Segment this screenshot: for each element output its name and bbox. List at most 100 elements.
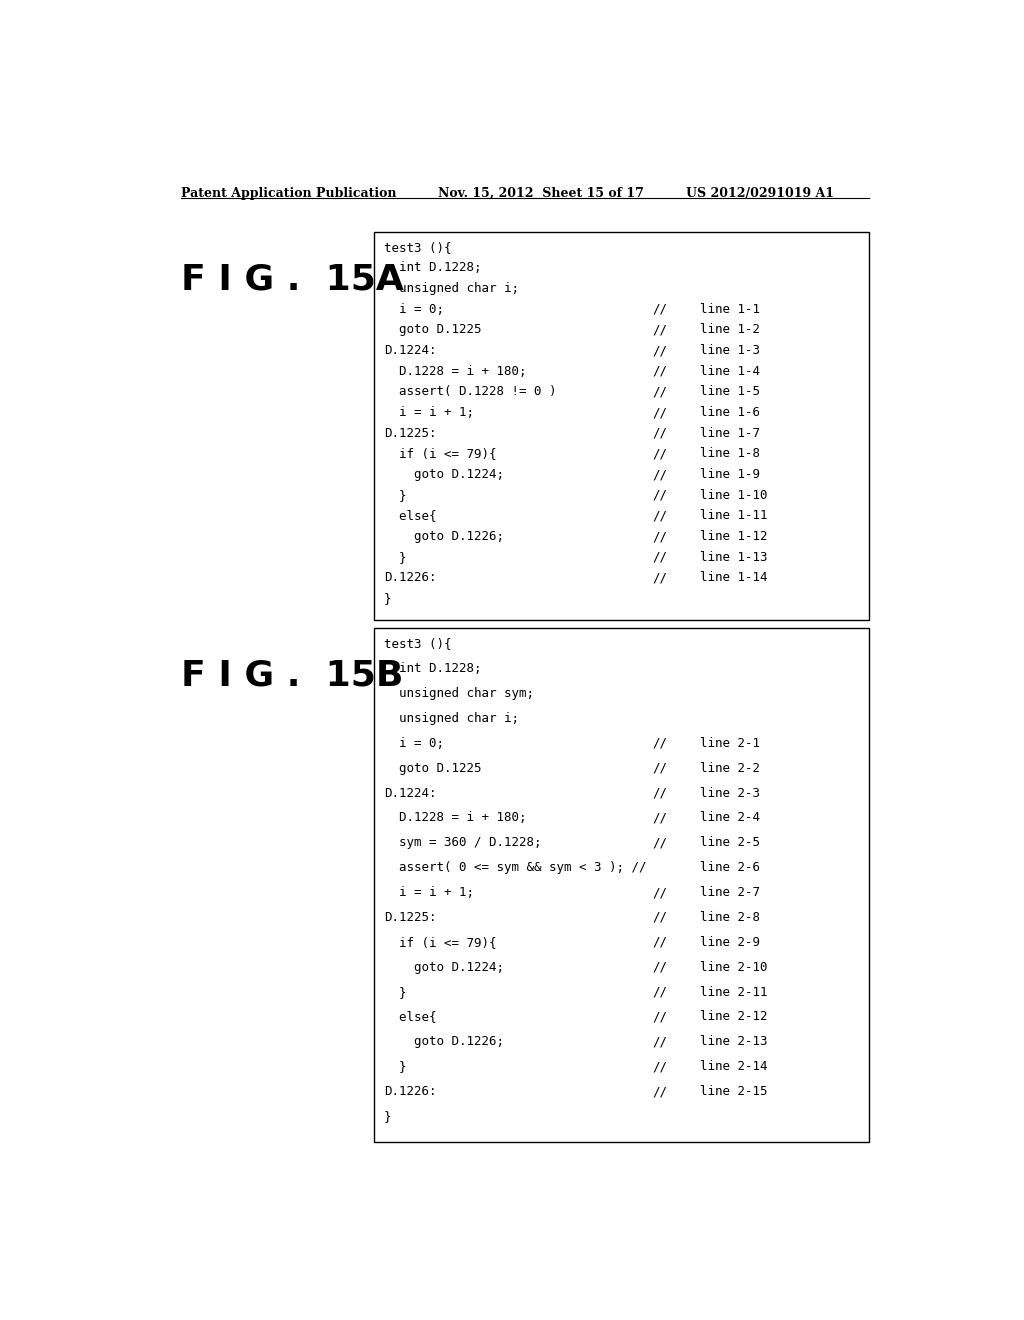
Text: }: } [384, 488, 407, 502]
Text: goto D.1225: goto D.1225 [384, 762, 481, 775]
Text: D.1225:: D.1225: [384, 911, 436, 924]
Text: line 2-4: line 2-4 [700, 812, 760, 825]
Text: //: // [652, 469, 667, 480]
Text: line 2-13: line 2-13 [700, 1035, 767, 1048]
Bar [375, 628, 869, 1143]
Text: //: // [652, 1085, 667, 1098]
Text: line 2-14: line 2-14 [700, 1060, 767, 1073]
Text: line 2-1: line 2-1 [700, 737, 760, 750]
Text: Nov. 15, 2012  Sheet 15 of 17: Nov. 15, 2012 Sheet 15 of 17 [438, 187, 644, 199]
Text: line 2-2: line 2-2 [700, 762, 760, 775]
Text: line 1-3: line 1-3 [700, 345, 760, 358]
Text: D.1224:: D.1224: [384, 787, 436, 800]
Text: D.1228 = i + 180;: D.1228 = i + 180; [384, 812, 526, 825]
Text: int D.1228;: int D.1228; [384, 261, 481, 275]
Text: goto D.1226;: goto D.1226; [384, 531, 504, 543]
Text: else{: else{ [384, 510, 436, 523]
Text: line 1-6: line 1-6 [700, 407, 760, 418]
Text: //: // [652, 1060, 667, 1073]
Text: line 2-11: line 2-11 [700, 986, 767, 998]
Text: //: // [652, 837, 667, 849]
Text: goto D.1225: goto D.1225 [384, 323, 481, 337]
Text: test3 (){: test3 (){ [384, 240, 452, 253]
Text: unsigned char i;: unsigned char i; [384, 282, 519, 296]
Text: D.1226:: D.1226: [384, 572, 436, 585]
Text: i = 0;: i = 0; [384, 302, 443, 315]
Bar [375, 231, 869, 620]
Text: sym = 360 / D.1228;: sym = 360 / D.1228; [384, 837, 542, 849]
Text: //: // [652, 510, 667, 523]
Text: F I G .  15B: F I G . 15B [180, 659, 403, 693]
Text: int D.1228;: int D.1228; [384, 663, 481, 676]
Text: if (i <= 79){: if (i <= 79){ [384, 936, 497, 949]
Text: D.1228 = i + 180;: D.1228 = i + 180; [384, 364, 526, 378]
Text: line 1-5: line 1-5 [700, 385, 760, 399]
Text: //: // [652, 911, 667, 924]
Text: D.1226:: D.1226: [384, 1085, 436, 1098]
Text: D.1225:: D.1225: [384, 426, 436, 440]
Text: //: // [652, 385, 667, 399]
Text: //: // [652, 323, 667, 337]
Text: line 2-15: line 2-15 [700, 1085, 767, 1098]
Text: assert( D.1228 != 0 ): assert( D.1228 != 0 ) [384, 385, 556, 399]
Text: //: // [652, 426, 667, 440]
Text: goto D.1226;: goto D.1226; [384, 1035, 504, 1048]
Text: D.1224:: D.1224: [384, 345, 436, 358]
Text: if (i <= 79){: if (i <= 79){ [384, 447, 497, 461]
Text: line 1-12: line 1-12 [700, 531, 767, 543]
Text: i = i + 1;: i = i + 1; [384, 886, 474, 899]
Text: line 1-14: line 1-14 [700, 572, 767, 585]
Text: goto D.1224;: goto D.1224; [384, 961, 504, 974]
Text: }: } [384, 986, 407, 998]
Text: line 2-3: line 2-3 [700, 787, 760, 800]
Text: }: } [384, 1110, 391, 1123]
Text: line 1-4: line 1-4 [700, 364, 760, 378]
Text: //: // [652, 1010, 667, 1023]
Text: //: // [652, 364, 667, 378]
Text: i = 0;: i = 0; [384, 737, 443, 750]
Text: //: // [652, 787, 667, 800]
Text: //: // [652, 986, 667, 998]
Text: //: // [652, 886, 667, 899]
Text: line 1-11: line 1-11 [700, 510, 767, 523]
Text: }: } [384, 593, 391, 605]
Text: F I G .  15A: F I G . 15A [180, 263, 403, 297]
Text: line 2-12: line 2-12 [700, 1010, 767, 1023]
Text: //: // [652, 550, 667, 564]
Text: line 2-5: line 2-5 [700, 837, 760, 849]
Text: line 1-9: line 1-9 [700, 469, 760, 480]
Text: else{: else{ [384, 1010, 436, 1023]
Text: line 2-6: line 2-6 [700, 861, 760, 874]
Text: line 1-13: line 1-13 [700, 550, 767, 564]
Text: //: // [652, 531, 667, 543]
Text: line 1-1: line 1-1 [700, 302, 760, 315]
Text: //: // [652, 302, 667, 315]
Text: //: // [652, 1035, 667, 1048]
Text: line 1-10: line 1-10 [700, 488, 767, 502]
Text: US 2012/0291019 A1: US 2012/0291019 A1 [686, 187, 834, 199]
Text: assert( 0 <= sym && sym < 3 ); //: assert( 0 <= sym && sym < 3 ); // [384, 861, 646, 874]
Text: line 1-7: line 1-7 [700, 426, 760, 440]
Text: }: } [384, 550, 407, 564]
Text: //: // [652, 407, 667, 418]
Text: //: // [652, 447, 667, 461]
Text: //: // [652, 572, 667, 585]
Text: line 2-10: line 2-10 [700, 961, 767, 974]
Text: //: // [652, 936, 667, 949]
Text: //: // [652, 488, 667, 502]
Text: line 1-2: line 1-2 [700, 323, 760, 337]
Text: //: // [652, 345, 667, 358]
Text: line 1-8: line 1-8 [700, 447, 760, 461]
Text: Patent Application Publication: Patent Application Publication [180, 187, 396, 199]
Text: goto D.1224;: goto D.1224; [384, 469, 504, 480]
Text: i = i + 1;: i = i + 1; [384, 407, 474, 418]
Text: line 2-9: line 2-9 [700, 936, 760, 949]
Text: line 2-7: line 2-7 [700, 886, 760, 899]
Text: }: } [384, 1060, 407, 1073]
Text: unsigned char i;: unsigned char i; [384, 711, 519, 725]
Text: line 2-8: line 2-8 [700, 911, 760, 924]
Text: //: // [652, 737, 667, 750]
Text: test3 (){: test3 (){ [384, 638, 452, 651]
Text: //: // [652, 812, 667, 825]
Text: //: // [652, 961, 667, 974]
